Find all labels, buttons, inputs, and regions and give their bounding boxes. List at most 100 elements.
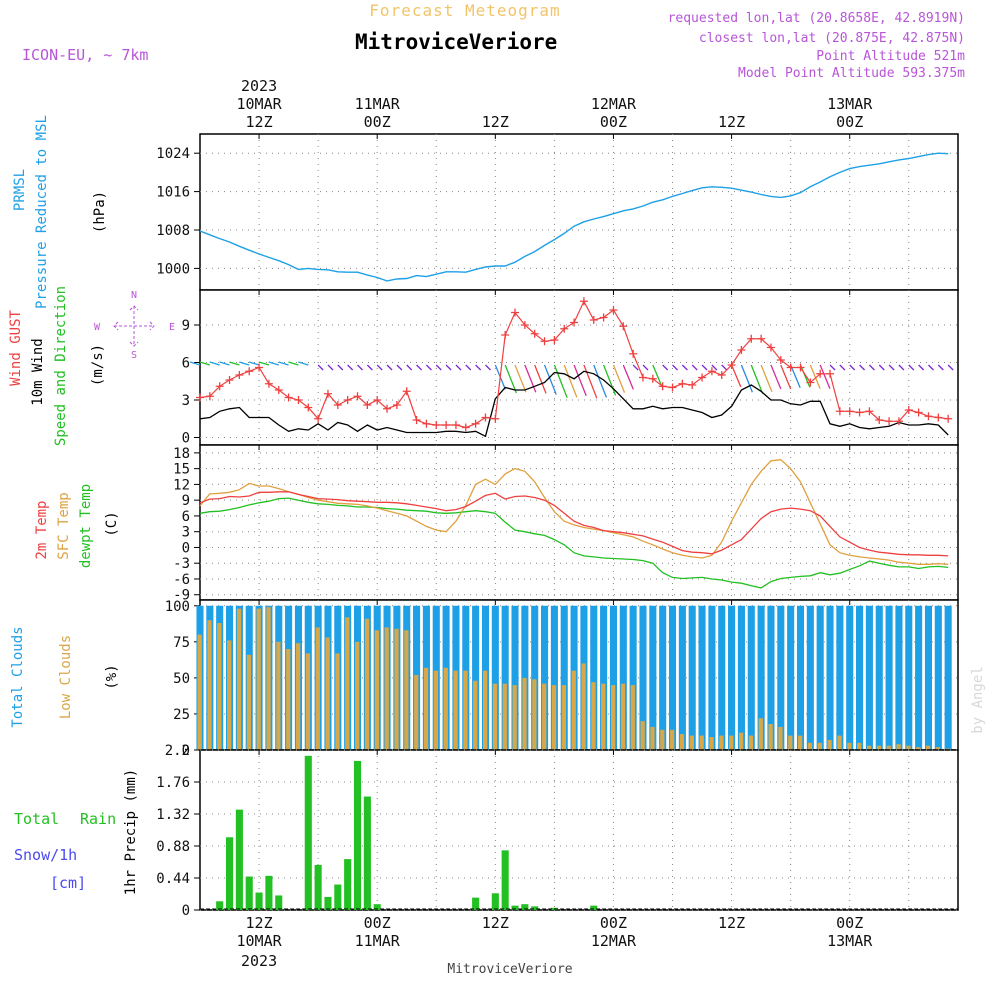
total-cloud-bar xyxy=(659,605,667,750)
wind-direction-arrow xyxy=(298,361,309,366)
y-tick-label: 0 xyxy=(182,903,190,919)
total-cloud-bar xyxy=(816,605,824,750)
watermark: by Angel xyxy=(970,666,986,733)
wind-direction-arrow xyxy=(612,364,626,393)
gust-marker xyxy=(442,421,451,429)
total-cloud-bar xyxy=(944,605,952,750)
low-cloud-bar xyxy=(305,653,311,750)
total-cloud-bar xyxy=(708,605,716,750)
y-tick-label: 6 xyxy=(182,509,190,525)
low-cloud-bar xyxy=(492,683,498,750)
total-cloud-bar xyxy=(688,605,696,750)
gust-marker xyxy=(835,407,844,416)
y-tick-label: 2.2 xyxy=(165,743,190,759)
low-cloud-bar xyxy=(463,670,468,750)
wind-direction-arrow xyxy=(534,364,547,394)
wind-direction-arrow xyxy=(248,361,260,366)
gust-marker xyxy=(875,416,884,424)
wind-direction-arrow xyxy=(278,361,289,366)
wind-direction-arrow xyxy=(543,364,557,395)
low-cloud-bar xyxy=(925,745,931,750)
compass-s: S xyxy=(131,350,137,361)
gust-marker xyxy=(333,401,342,409)
rain-bar xyxy=(491,893,499,910)
wind-direction-arrow xyxy=(396,364,403,371)
pressure-line xyxy=(199,152,949,282)
low-cloud-bar xyxy=(758,718,763,750)
total-cloud-bar xyxy=(836,605,844,750)
total-cloud-bar xyxy=(777,605,785,750)
low-cloud-bar xyxy=(689,735,694,750)
low-cloud-bar xyxy=(246,654,251,750)
total-cloud-bar xyxy=(865,605,873,750)
wind-direction-arrow xyxy=(809,364,821,389)
gust-marker xyxy=(599,313,608,322)
gust-label: Wind GUST xyxy=(8,310,24,386)
wind-direction-arrow xyxy=(730,364,742,388)
wind-direction-arrow xyxy=(504,364,517,394)
compass-rose-icon: N W E S xyxy=(94,290,175,361)
bottom-time-label-date: 10MAR xyxy=(236,932,282,950)
compass-w: W xyxy=(94,322,101,333)
total-cloud-bar xyxy=(826,605,834,750)
gust-marker xyxy=(481,413,490,422)
low-cloud-bar xyxy=(798,735,803,750)
rain-bar xyxy=(373,904,381,910)
wind-direction-arrow xyxy=(790,364,801,389)
total-cloud-bar xyxy=(472,605,480,750)
y-tick-label: 1000 xyxy=(156,261,190,277)
total-cloud-bar xyxy=(609,605,617,750)
low-cloud-bar xyxy=(709,737,714,750)
bottom-time-label-year: 2023 xyxy=(241,952,277,970)
y-tick-label: 0.44 xyxy=(156,871,190,887)
rain-bar xyxy=(344,859,352,910)
low-cloud-bar xyxy=(295,643,301,750)
total-cloud-bar xyxy=(668,605,677,750)
panel-frame xyxy=(199,599,959,751)
wind-direction-arrow xyxy=(721,364,728,371)
wind-direction-arrow xyxy=(780,364,792,390)
low-cloud-bar xyxy=(768,724,773,750)
wind-direction-arrow xyxy=(672,364,678,371)
low-cloud-bar xyxy=(345,617,350,750)
low-cloud-bar xyxy=(453,670,458,750)
figure-title: Forecast Meteogram xyxy=(369,1,560,20)
gust-marker xyxy=(786,363,795,372)
low-cloud-bar xyxy=(384,627,389,750)
wind-direction-arrow xyxy=(928,364,934,371)
gust-marker xyxy=(196,393,204,402)
low-cloud-bar xyxy=(581,663,586,750)
low-cloud-bar xyxy=(276,641,281,750)
bottom-time-label-hour: 12Z xyxy=(246,914,273,932)
gust-marker xyxy=(511,308,520,317)
total-cloud-bar xyxy=(875,605,883,750)
low-cloud-bar xyxy=(325,637,330,750)
gust-marker xyxy=(274,386,283,394)
wind-direction-arrow xyxy=(839,364,846,371)
gust-marker xyxy=(629,349,638,358)
total-cloud-bar xyxy=(501,605,509,750)
y-tick-label: 0 xyxy=(182,743,190,759)
low-cloud-bar xyxy=(640,721,645,750)
wind-direction-arrow xyxy=(878,364,885,371)
wind-direction-arrow xyxy=(770,364,782,390)
total-cloud-bar xyxy=(895,605,903,750)
gust-marker xyxy=(294,396,303,404)
gust-marker xyxy=(855,408,864,417)
wind-direction-arrow xyxy=(376,364,383,371)
rain-bar xyxy=(265,875,273,910)
low-cloud-bar xyxy=(896,744,901,750)
low-cloud-bar xyxy=(837,735,842,750)
rain-bar xyxy=(245,876,253,910)
gust-marker xyxy=(402,387,411,396)
top-time-label-date: 10MAR xyxy=(236,95,282,113)
low-cloud-bar xyxy=(729,735,734,750)
rain-bar xyxy=(334,884,342,910)
gust-marker xyxy=(776,356,785,364)
requested-coords: requested lon,lat (20.8658E, 42.8919N) xyxy=(668,11,965,26)
total-cloud-bar xyxy=(747,605,755,750)
wind-direction-arrow xyxy=(416,364,423,371)
wind-direction-arrow xyxy=(219,361,230,366)
wind-label: 10m Wind xyxy=(30,338,46,405)
